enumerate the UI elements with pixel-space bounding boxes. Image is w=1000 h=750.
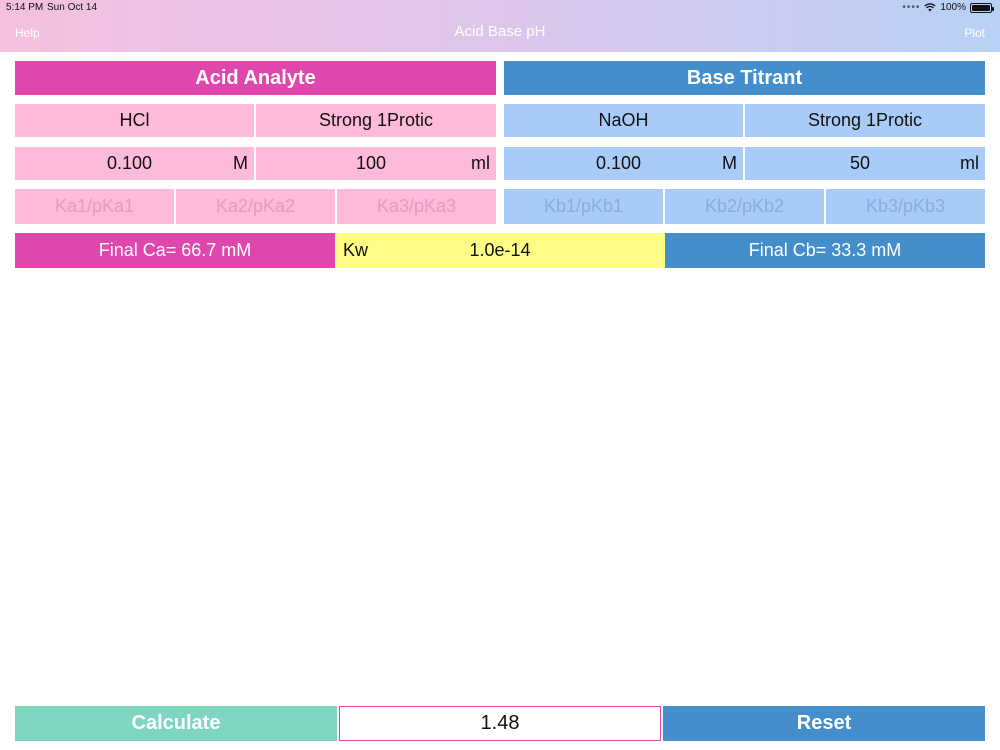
kw-label: Kw <box>343 240 369 260</box>
wifi-icon <box>924 3 937 12</box>
ka1-input[interactable]: Ka1/pKa1 <box>15 189 174 224</box>
acid-concentration-field[interactable]: 0.100 M <box>15 147 254 180</box>
plot-button[interactable]: Plot <box>964 26 985 40</box>
ka3-input[interactable]: Ka3/pKa3 <box>337 189 496 224</box>
reset-button[interactable]: Reset <box>663 706 985 741</box>
base-volume-value: 50 <box>849 153 871 173</box>
base-titrant-header: Base Titrant <box>504 61 985 95</box>
acid-volume-field[interactable]: 100 ml <box>256 147 496 180</box>
battery-icon <box>970 2 994 13</box>
final-base-concentration: Final Cb= 33.3 mM <box>665 233 985 268</box>
status-indicators: •••• 100% <box>902 2 994 13</box>
calculate-button[interactable]: Calculate <box>15 706 337 741</box>
kw-field[interactable]: Kw 1.0e-14 <box>335 233 665 268</box>
acid-type-field[interactable]: Strong 1Protic <box>256 104 496 137</box>
kw-value: 1.0e-14 <box>469 240 531 260</box>
ka2-input[interactable]: Ka2/pKa2 <box>176 189 335 224</box>
kb2-input[interactable]: Kb2/pKb2 <box>665 189 824 224</box>
status-time: 5:14 PM <box>6 2 44 13</box>
battery-percent: 100% <box>940 2 966 13</box>
acid-volume-unit: ml <box>471 153 490 173</box>
kb1-input[interactable]: Kb1/pKb1 <box>504 189 663 224</box>
base-concentration-unit: M <box>722 153 737 173</box>
base-type-field[interactable]: Strong 1Protic <box>745 104 985 137</box>
base-concentration-value: 0.100 <box>595 153 642 173</box>
page-title: Acid Base pH <box>454 23 546 40</box>
help-button[interactable]: Help <box>15 26 40 40</box>
acid-analyte-header: Acid Analyte <box>15 61 496 95</box>
base-name-field[interactable]: NaOH <box>504 104 743 137</box>
acid-volume-value: 100 <box>355 153 387 173</box>
base-volume-field[interactable]: 50 ml <box>745 147 985 180</box>
top-bar: 5:14 PM Sun Oct 14 •••• 100% Help Acid B… <box>0 0 1000 52</box>
base-volume-unit: ml <box>960 153 979 173</box>
acid-name-field[interactable]: HCl <box>15 104 254 137</box>
acid-concentration-value: 0.100 <box>106 153 153 173</box>
signal-dots-icon: •••• <box>902 2 921 13</box>
acid-concentration-unit: M <box>233 153 248 173</box>
kb3-input[interactable]: Kb3/pKb3 <box>826 189 985 224</box>
ph-result-field: 1.48 <box>339 706 661 741</box>
base-concentration-field[interactable]: 0.100 M <box>504 147 743 180</box>
status-date: Sun Oct 14 <box>47 2 98 13</box>
final-acid-concentration: Final Ca= 66.7 mM <box>15 233 335 268</box>
